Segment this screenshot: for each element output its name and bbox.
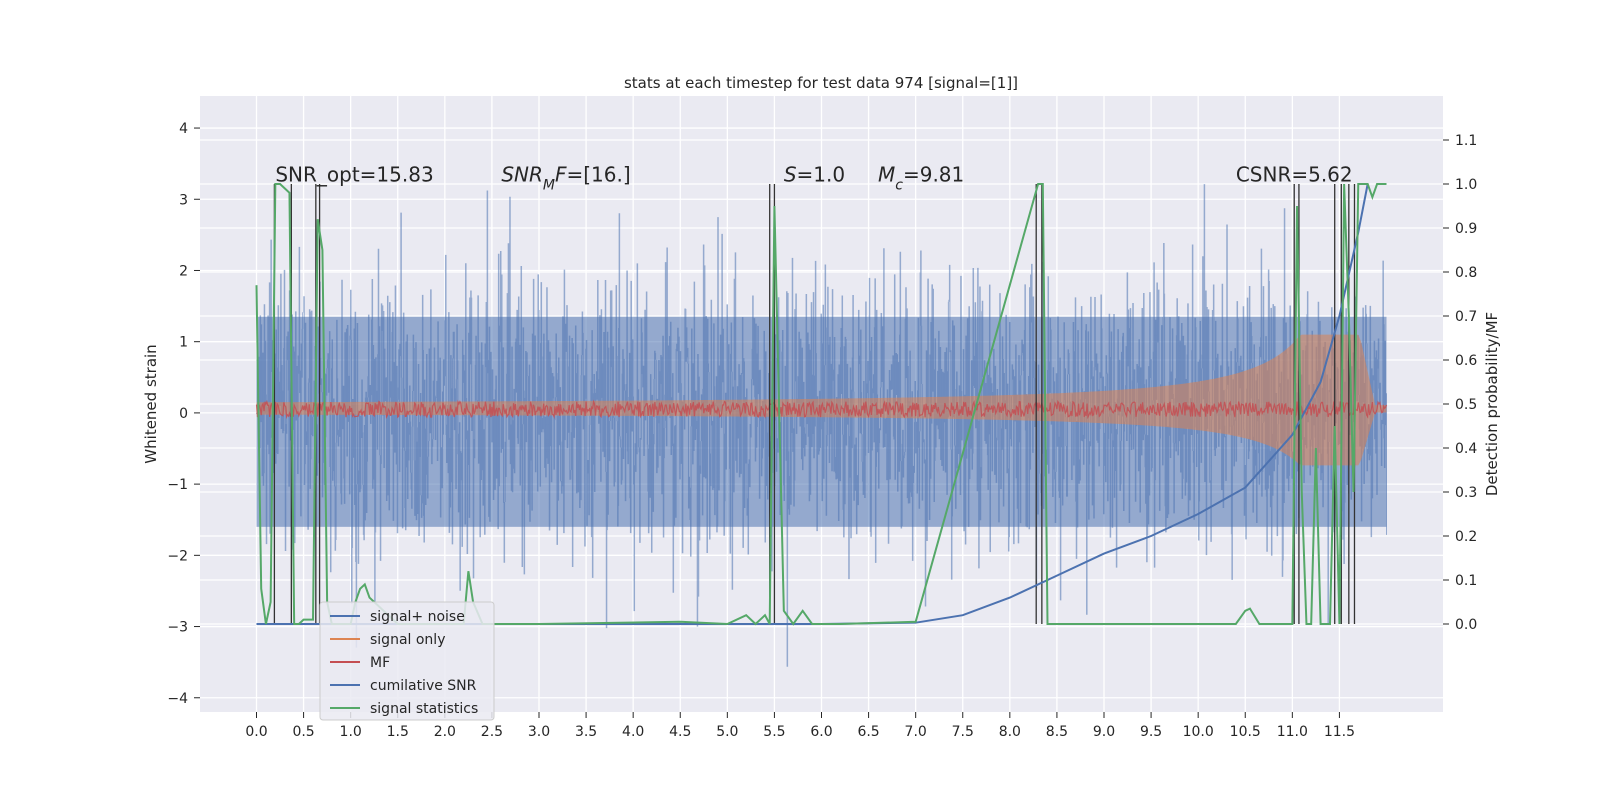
mf-trace [255, 399, 1388, 420]
x-tick-label: 5.5 [763, 724, 785, 740]
x-tick-label: 4.5 [669, 724, 691, 740]
x-tick-label: 9.5 [1140, 724, 1162, 740]
x-tick-label: 1.5 [387, 724, 409, 740]
chart-title: stats at each timestep for test data 974… [624, 74, 1018, 92]
signal-envelope [256, 334, 1387, 466]
y-tick-label-right: 0.8 [1455, 265, 1477, 281]
x-tick-label: 11.0 [1277, 724, 1308, 740]
legend-box [319, 601, 495, 721]
y-tick-label-right: 0.4 [1455, 441, 1477, 457]
x-tick-label: 3.5 [575, 724, 597, 740]
annotations: SNR_opt=15.83 SNRMF=[16.] S=1.0 Mc=9.81 CSNR… [275, 162, 1352, 193]
signal-statistics-line [255, 183, 1387, 626]
y-tick-label: −4 [167, 691, 188, 707]
x-tick-label: 8.5 [1046, 724, 1068, 740]
x-tick-label: 10.0 [1183, 724, 1214, 740]
legend-label-signal-only: signal only [370, 632, 445, 648]
y-axis-label: Whitened strain [142, 344, 160, 463]
y-tick-label-right: 0.2 [1455, 529, 1477, 545]
annotation-text: CSNR=5.62 [1236, 162, 1353, 186]
y-tick-label: 0 [179, 406, 188, 422]
x-tick-label: 7.0 [905, 724, 927, 740]
y-tick-label: 4 [179, 121, 188, 137]
x-tick-label: 8.0 [999, 724, 1021, 740]
x-tick-label: 2.5 [481, 724, 503, 740]
y-tick-label-right: 0.7 [1455, 309, 1477, 325]
y-tick-label: 1 [179, 335, 188, 351]
legend-label-signal-noise: signal+ noise [370, 609, 465, 625]
y-tick-label: 3 [179, 192, 188, 208]
y-tick-label-right: 1.0 [1455, 177, 1477, 193]
x-tick-label: 6.0 [810, 724, 832, 740]
x-tick-label: 3.0 [528, 724, 550, 740]
legend-label-mf: MF [370, 655, 390, 671]
x-tick-label: 7.5 [952, 724, 974, 740]
y-tick-label: −3 [167, 620, 188, 636]
x-tick-label: 4.0 [622, 724, 644, 740]
y-tick-label-right: 0.9 [1455, 221, 1477, 237]
x-tick-label: 6.5 [857, 724, 879, 740]
x-tick-label: 11.5 [1324, 724, 1355, 740]
y-tick-label-right: 0.6 [1455, 353, 1477, 369]
axes: 0.0 0.5 1.0 1.5 2.0 2.5 3.0 3.5 4.0 4.5 5.0 5.5 6.0 6… [167, 121, 1477, 740]
annotation-text: SNR_opt=15.83 [275, 162, 433, 186]
y-tick-label: 2 [179, 263, 188, 279]
annotation-text: Mc=9.81 [878, 162, 964, 193]
legend-label-signal-statistics: signal statistics [370, 701, 478, 717]
series-mf [255, 399, 1388, 420]
y-axis-label-right: Detection probability/MF [1483, 312, 1501, 496]
x-tick-label: 1.0 [340, 724, 362, 740]
legend-label-cumilative-snr: cumilative SNR [370, 678, 477, 694]
cumilative-snr-line [256, 183, 1369, 625]
x-tick-label: 0.5 [292, 724, 314, 740]
x-tick-label: 0.0 [245, 724, 267, 740]
y-tick-label-right: 0.1 [1455, 573, 1477, 589]
legend: signal+ noise signal only MF cumilative … [319, 601, 495, 721]
y-tick-label-right: 0.5 [1455, 397, 1477, 413]
line-series [255, 183, 1387, 626]
x-tick-label: 9.0 [1093, 724, 1115, 740]
series-signal-only [256, 334, 1387, 466]
x-tick-label: 10.5 [1230, 724, 1261, 740]
x-tick-label: 5.0 [716, 724, 738, 740]
y-tick-label-right: 1.1 [1455, 133, 1477, 149]
x-tick-label: 2.0 [434, 724, 456, 740]
annotation-text: SNRMF=[16.] [501, 162, 630, 193]
y-tick-label-right: 0.3 [1455, 485, 1477, 501]
y-tick-label-right: 0.0 [1455, 617, 1477, 633]
annotation-text: S=1.0 [784, 162, 845, 186]
y-tick-label: −2 [167, 548, 188, 564]
y-tick-label: −1 [167, 477, 188, 493]
